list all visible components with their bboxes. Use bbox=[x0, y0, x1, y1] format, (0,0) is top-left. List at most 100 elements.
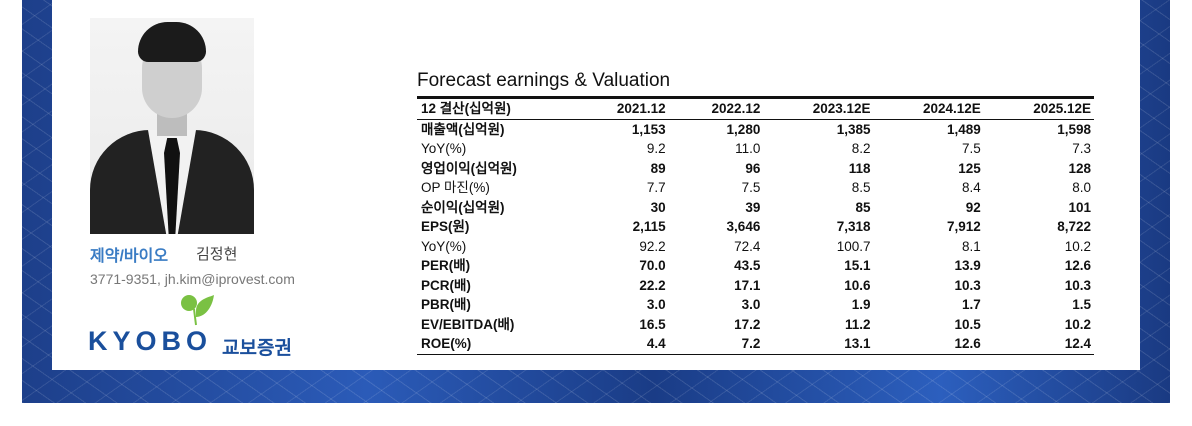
forecast-table: 12 결산(십억원) 2021.12 2022.12 2023.12E 2024.12E… bbox=[417, 96, 1094, 355]
table-header-row: 12 결산(십억원) 2021.12 2022.12 2023.12E 2024.12E… bbox=[417, 97, 1094, 119]
cell-value: 8.4 bbox=[961, 180, 981, 195]
table-row: EPS(원) 2,115 3,646 7,318 7,912 8,722 bbox=[417, 217, 1094, 237]
cell-value: 4.4 bbox=[646, 336, 666, 351]
table-row: OP 마진(%) 7.7 7.5 8.5 8.4 8.0 bbox=[417, 178, 1094, 198]
cell-value: 3,646 bbox=[726, 219, 761, 234]
cell-value: 101 bbox=[1068, 199, 1091, 215]
row-label: PER(배) bbox=[421, 258, 471, 273]
cell-value: 1.7 bbox=[961, 297, 981, 312]
cell-value: 8.1 bbox=[961, 238, 981, 254]
row-label: PBR(배) bbox=[421, 297, 471, 312]
cell-value: 3.0 bbox=[741, 297, 761, 312]
cell-value: 12.6 bbox=[954, 336, 981, 351]
row-label: ROE(%) bbox=[421, 336, 472, 351]
cell-value: 92 bbox=[965, 199, 981, 215]
row-label: EV/EBITDA(배) bbox=[421, 316, 515, 332]
cell-value: 1,280 bbox=[726, 121, 761, 137]
cell-value: 13.1 bbox=[844, 336, 871, 351]
cell-value: 7.5 bbox=[741, 180, 761, 195]
cell-value: 8.2 bbox=[851, 141, 871, 156]
cell-value: 1,153 bbox=[631, 121, 666, 137]
table-row: 순이익(십억원) 30 39 85 92 101 bbox=[417, 198, 1094, 218]
cell-value: 8,722 bbox=[1057, 219, 1091, 234]
table-row: PBR(배) 3.0 3.0 1.9 1.7 1.5 bbox=[417, 295, 1094, 315]
row-label: YoY(%) bbox=[421, 238, 467, 254]
cell-value: 7.5 bbox=[961, 141, 981, 156]
cell-value: 7,318 bbox=[836, 219, 871, 234]
analyst-sector: 제약/바이오 bbox=[90, 248, 169, 265]
cell-value: 1,385 bbox=[836, 121, 871, 137]
cell-value: 70.0 bbox=[639, 258, 666, 273]
cell-value: 125 bbox=[958, 160, 981, 176]
cell-value: 10.3 bbox=[1064, 277, 1091, 293]
cell-value: 13.9 bbox=[954, 258, 981, 273]
cell-value: 17.1 bbox=[734, 277, 761, 293]
cell-value: 1.5 bbox=[1072, 297, 1091, 312]
header-year: 2024.12E bbox=[922, 101, 981, 116]
cell-value: 12.6 bbox=[1064, 258, 1091, 273]
kyobo-logo-korean: 교보증권 bbox=[222, 338, 292, 359]
cell-value: 11.0 bbox=[735, 141, 761, 156]
table-row: YoY(%) 9.2 11.0 8.2 7.5 7.3 bbox=[417, 139, 1094, 159]
cell-value: 1.9 bbox=[851, 297, 871, 312]
cell-value: 10.2 bbox=[1064, 316, 1091, 332]
cell-value: 100.7 bbox=[836, 238, 871, 254]
row-label: PCR(배) bbox=[421, 277, 471, 293]
cell-value: 118 bbox=[848, 160, 871, 176]
table-row: PER(배) 70.0 43.5 15.1 13.9 12.6 bbox=[417, 256, 1094, 276]
cell-value: 22.2 bbox=[639, 277, 666, 293]
cell-value: 10.6 bbox=[844, 277, 871, 293]
cell-value: 7.3 bbox=[1072, 141, 1091, 156]
cell-value: 3.0 bbox=[646, 297, 666, 312]
table-row: YoY(%) 92.2 72.4 100.7 8.1 10.2 bbox=[417, 237, 1094, 257]
cell-value: 10.2 bbox=[1064, 238, 1091, 254]
table-row: 영업이익(십억원) 89 96 118 125 128 bbox=[417, 159, 1094, 179]
cell-value: 85 bbox=[855, 199, 871, 215]
cell-value: 1,598 bbox=[1057, 121, 1091, 137]
cell-value: 8.5 bbox=[851, 180, 871, 195]
header-label: 12 결산(십억원) bbox=[421, 101, 511, 116]
cell-value: 92.2 bbox=[639, 238, 666, 254]
analyst-name: 김정현 bbox=[196, 246, 238, 263]
row-label: 매출액(십억원) bbox=[421, 121, 505, 137]
row-label: YoY(%) bbox=[421, 141, 467, 156]
header-year: 2023.12E bbox=[812, 101, 871, 116]
row-label: EPS(원) bbox=[421, 219, 470, 234]
cell-value: 10.5 bbox=[954, 316, 981, 332]
row-label: 영업이익(십억원) bbox=[421, 160, 517, 176]
cell-value: 2,115 bbox=[632, 219, 666, 234]
cell-value: 128 bbox=[1068, 160, 1091, 176]
cell-value: 8.0 bbox=[1072, 180, 1091, 195]
table-row: PCR(배) 22.2 17.1 10.6 10.3 10.3 bbox=[417, 276, 1094, 296]
cell-value: 72.4 bbox=[734, 238, 761, 254]
cell-value: 11.2 bbox=[845, 316, 871, 332]
table-row: EV/EBITDA(배) 16.5 17.2 11.2 10.5 10.2 bbox=[417, 315, 1094, 335]
table-row: 매출액(십억원) 1,153 1,280 1,385 1,489 1,598 bbox=[417, 119, 1094, 139]
cell-value: 7.2 bbox=[741, 336, 761, 351]
row-label: 순이익(십억원) bbox=[421, 199, 505, 215]
decorative-strip bbox=[22, 370, 1170, 403]
header-year: 2022.12 bbox=[711, 101, 761, 116]
header-year: 2021.12 bbox=[616, 101, 666, 116]
cell-value: 15.1 bbox=[844, 258, 871, 273]
cell-value: 16.5 bbox=[639, 316, 666, 332]
table-title: Forecast earnings & Valuation bbox=[417, 70, 671, 91]
table-row: ROE(%) 4.4 7.2 13.1 12.6 12.4 bbox=[417, 334, 1094, 354]
row-label: OP 마진(%) bbox=[421, 180, 490, 195]
analyst-photo bbox=[90, 18, 254, 234]
cell-value: 7.7 bbox=[646, 180, 666, 195]
cell-value: 12.4 bbox=[1064, 336, 1091, 351]
cell-value: 30 bbox=[650, 199, 666, 215]
cell-value: 10.3 bbox=[954, 277, 981, 293]
header-year: 2025.12E bbox=[1033, 101, 1091, 116]
cell-value: 43.5 bbox=[734, 258, 761, 273]
cell-value: 39 bbox=[745, 199, 761, 215]
cell-value: 9.2 bbox=[646, 141, 666, 156]
cell-value: 1,489 bbox=[946, 121, 981, 137]
cell-value: 17.2 bbox=[734, 316, 761, 332]
analyst-contact: 3771-9351, jh.kim@iprovest.com bbox=[90, 271, 295, 287]
cell-value: 96 bbox=[745, 160, 761, 176]
cell-value: 7,912 bbox=[946, 219, 981, 234]
kyobo-leaf-icon bbox=[181, 295, 214, 326]
cell-value: 89 bbox=[650, 160, 666, 176]
